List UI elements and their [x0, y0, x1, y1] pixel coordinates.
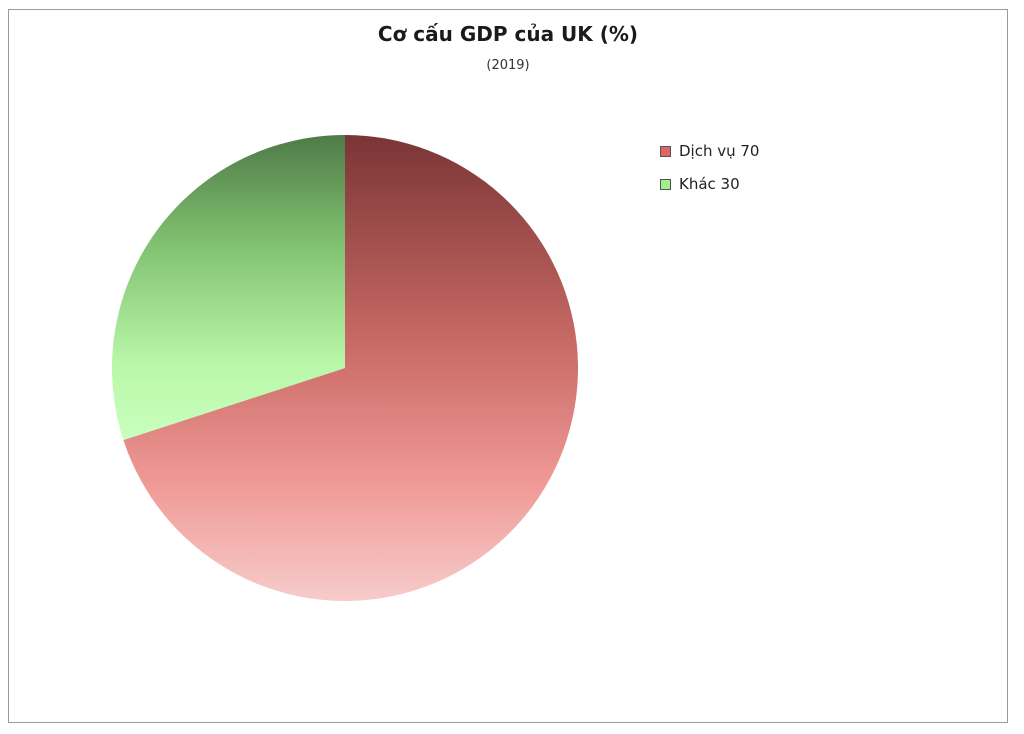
pie-slice-dich-vu: [123, 135, 578, 601]
chart-subtitle: (2019): [486, 58, 530, 73]
legend-swatch: [660, 145, 671, 157]
pie-slice-khac: [111, 135, 345, 441]
legend-swatch: [660, 178, 671, 190]
legend-item: Dịch vụ 70: [660, 140, 759, 162]
chart-title: Cơ cấu GDP của UK (%): [377, 22, 639, 46]
legend: Dịch vụ 70 Khác 30: [660, 140, 759, 206]
legend-item: Khác 30: [660, 173, 759, 195]
legend-label: Khác 30: [679, 175, 740, 193]
legend-label: Dịch vụ 70: [679, 142, 760, 160]
